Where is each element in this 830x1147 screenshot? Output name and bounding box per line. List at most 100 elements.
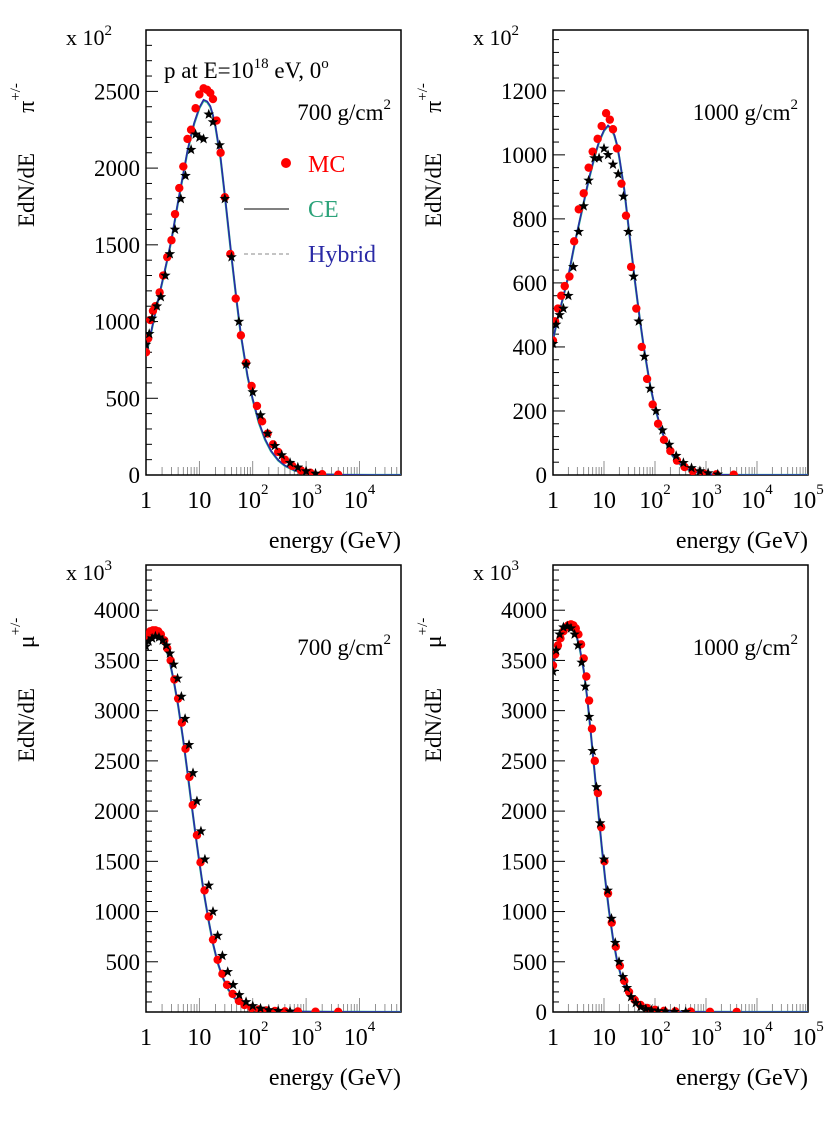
mc-point (208, 94, 218, 104)
series-line-hybrid (553, 624, 808, 1012)
mc-point (170, 209, 180, 219)
y-tick-label: 500 (106, 950, 141, 975)
star-point (602, 884, 613, 895)
y-multiplier: x 102 (473, 23, 519, 50)
x-tick-label: 1 (140, 488, 152, 514)
mc-point (186, 125, 196, 134)
y-tick-label: 3000 (501, 699, 547, 724)
y-axis-label: EdN/dE μ+/- (8, 618, 40, 762)
star-point (157, 634, 168, 645)
mc-point (222, 980, 232, 990)
y-tick-label: 2000 (501, 799, 547, 824)
plot-frame (552, 564, 809, 1013)
depth-label: 1000 g/cm2 (693, 97, 798, 125)
star-point (262, 427, 273, 439)
y-tick-label: 3000 (94, 699, 140, 724)
y-tick-label: 4000 (94, 598, 140, 623)
legend-mc-marker (281, 158, 291, 168)
star-point (598, 142, 610, 153)
star-point (558, 302, 569, 314)
x-tick-label: 103 (290, 1019, 322, 1051)
star-point (207, 116, 219, 127)
mc-point (334, 1007, 343, 1012)
star-point (292, 461, 304, 472)
mc-point (617, 179, 626, 188)
mc-point (597, 121, 606, 131)
y-tick-label: 1200 (501, 79, 547, 104)
mc-point (557, 291, 566, 300)
mc-point (574, 205, 583, 214)
legend-hybrid-label: Hybrid (308, 242, 376, 268)
y-tick-label: 1000 (501, 143, 547, 168)
plot-area (146, 626, 401, 1012)
x-tick-label: 102 (237, 482, 269, 514)
x-tick-label: 103 (690, 482, 722, 514)
mc-point (191, 104, 200, 113)
star-point (644, 382, 656, 394)
y-tick-label: 1000 (94, 900, 140, 925)
star-point (247, 386, 259, 397)
star-point (203, 879, 215, 890)
mc-point (605, 115, 615, 124)
star-point (553, 665, 559, 677)
star-point (694, 465, 706, 475)
star-point (617, 971, 629, 982)
star-point (640, 1003, 652, 1012)
y-multiplier: x 103 (66, 558, 112, 585)
star-point (553, 318, 562, 330)
star-point (255, 1002, 266, 1012)
y-tick-label: 0 (129, 463, 141, 488)
star-point (567, 261, 579, 272)
mc-point (179, 162, 188, 171)
mc-point (334, 470, 343, 475)
star-point (226, 251, 237, 262)
legend-ce-label: CE (308, 197, 339, 223)
y-tick-label: 1000 (501, 900, 547, 925)
mc-point (608, 125, 618, 134)
primary-annotation: p at E=1018 eV, 0o (164, 56, 329, 83)
mc-point (565, 272, 574, 281)
star-point (222, 966, 234, 977)
chart-panel-bottom-right: 0 500 1000 1500 2000 2500 3000 3500 4000 1 10 102 10… (415, 558, 824, 1091)
y-tick-label: 600 (513, 271, 548, 296)
star-point (146, 328, 155, 339)
mc-point (621, 211, 631, 220)
mc-point (705, 1007, 715, 1012)
series-line-ce (146, 99, 401, 475)
star-point (198, 133, 209, 144)
y-tick-label: 0 (536, 463, 548, 488)
mc-point (659, 435, 669, 444)
mc-point (729, 470, 738, 475)
star-point (635, 1001, 646, 1012)
star-point (554, 628, 565, 639)
mc-point (218, 969, 227, 979)
star-point (185, 144, 197, 155)
mc-point (637, 342, 646, 352)
y-tick-label: 2500 (94, 749, 140, 774)
star-point (155, 291, 167, 302)
mc-point (183, 134, 192, 144)
star-point (146, 632, 158, 643)
star-point (630, 997, 642, 1008)
mc-point (593, 788, 603, 798)
mc-point (317, 470, 327, 475)
x-tick-label: 102 (639, 1019, 671, 1051)
star-point (565, 622, 577, 633)
star-point (146, 640, 152, 651)
star-point (179, 713, 191, 724)
y-axis-particle: μ+/- (8, 618, 40, 649)
mc-point (612, 144, 622, 153)
mc-point (632, 304, 641, 313)
x-tick-label: 105 (792, 482, 824, 514)
star-point (702, 467, 714, 475)
star-point (633, 315, 645, 326)
star-point (212, 930, 223, 941)
mc-point (311, 1007, 320, 1012)
star-point (618, 190, 629, 202)
star-point (240, 358, 252, 370)
mc-point (569, 237, 579, 246)
star-point (628, 270, 639, 282)
star-point (583, 711, 595, 722)
series-line-hybrid (146, 98, 401, 475)
star-point (657, 424, 668, 435)
